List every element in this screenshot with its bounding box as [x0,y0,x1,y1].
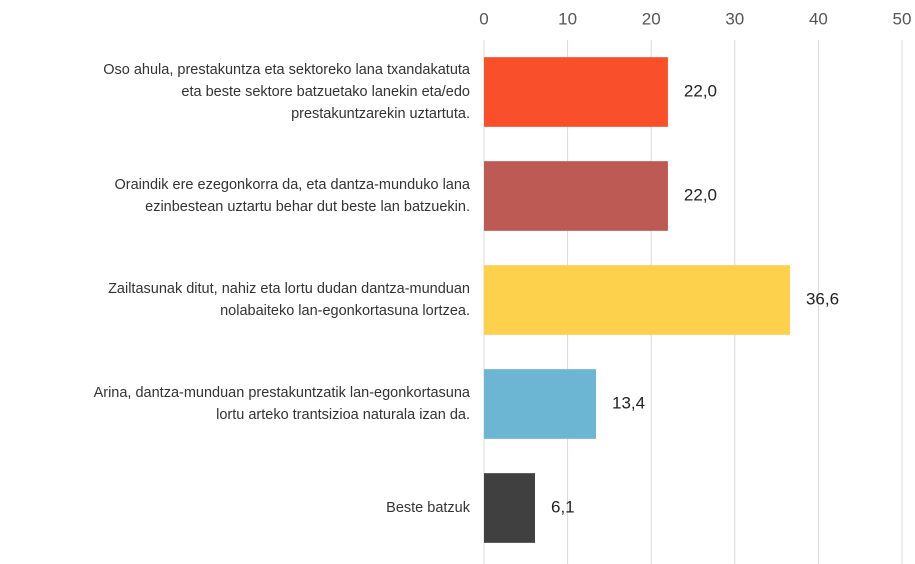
category-label: eta beste sektore batzuetako lanekin eta… [181,84,470,100]
value-label: 13,4 [612,393,645,412]
bar [484,161,668,231]
category-label: Oso ahula, prestakuntza eta sektoreko la… [103,62,471,78]
category-label: Beste batzuk [386,500,471,516]
value-label: 36,6 [806,289,839,308]
category-label: Arina, dantza-munduan prestakuntzatik la… [94,385,471,401]
category-label: Oraindik ere ezegonkorra da, eta dantza-… [115,177,471,193]
category-label: lortu arteko trantsizioa naturala izan d… [216,407,470,423]
category-label: ezinbestean uztartu behar dut beste lan … [145,199,470,215]
value-label: 6,1 [551,497,575,516]
bar [484,473,535,543]
value-label: 22,0 [684,81,717,100]
category-label: prestakuntzarekin uztartuta. [291,106,470,122]
category-label: Zailtasunak ditut, nahiz eta lortu dudan… [108,281,470,297]
value-label: 22,0 [684,185,717,204]
x-tick-label: 10 [558,9,577,28]
x-tick-label: 20 [642,9,661,28]
bar [484,265,790,335]
bar [484,369,597,439]
x-tick-label: 0 [479,9,488,28]
x-tick-label: 40 [809,9,828,28]
x-tick-label: 30 [725,9,744,28]
x-tick-label: 50 [893,9,912,28]
bar [484,57,668,127]
category-label: nolabaiteko lan-egonkortasuna lortzea. [220,303,470,319]
